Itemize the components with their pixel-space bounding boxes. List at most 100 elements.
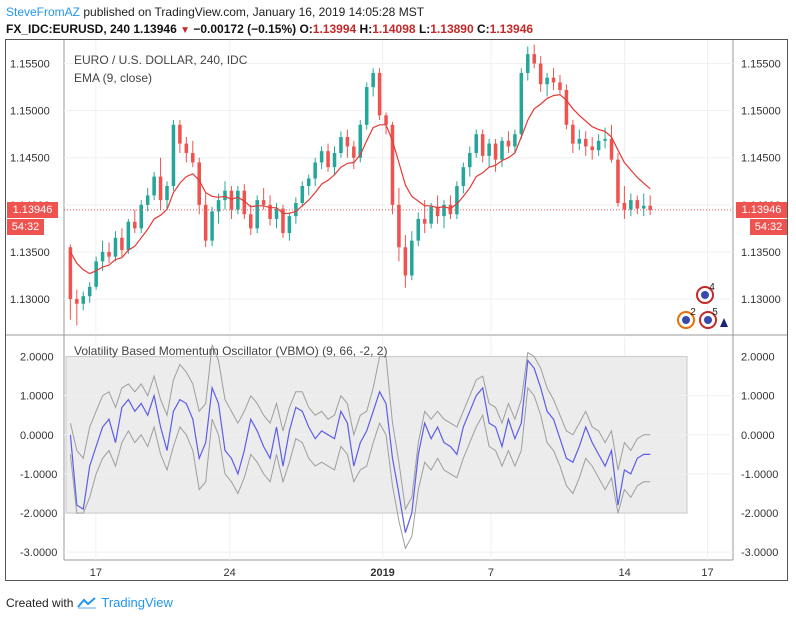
candle-body <box>519 72 524 135</box>
candle-body <box>332 153 337 168</box>
candle-body <box>577 138 582 144</box>
current-price: 1.13946 <box>133 22 177 36</box>
price-y-tick-left: 1.14500 <box>10 153 50 165</box>
vbmo-upper-band-line <box>69 344 651 511</box>
candle-body <box>422 218 427 224</box>
x-tick-label-3: 7 <box>488 567 494 579</box>
vbmo-legend[interactable]: Volatility Based Momentum Oscillator (VB… <box>74 344 388 358</box>
candle-body <box>68 247 73 300</box>
candle-body <box>352 146 356 158</box>
candle-body <box>403 247 408 276</box>
candle-body <box>616 159 620 203</box>
candle-body <box>416 218 421 241</box>
candle-body <box>300 186 305 203</box>
price-y-tick-left: 1.13500 <box>10 247 50 259</box>
candle-body <box>152 176 156 196</box>
candle-body <box>371 72 375 88</box>
candle-body <box>493 143 498 160</box>
candle-body <box>81 296 86 304</box>
event-badge-count-2: 2 <box>690 307 696 318</box>
flag-icon <box>704 316 712 324</box>
flag-icon <box>682 316 690 324</box>
ohlc-high-value: 1.14098 <box>372 22 416 36</box>
candle-body <box>158 176 163 201</box>
x-tick-label-0: 17 <box>90 567 102 579</box>
candle-body <box>223 190 227 201</box>
candle-body <box>197 162 201 205</box>
osc-y-tick-left: -3.0000 <box>20 547 57 559</box>
candle-body <box>171 124 176 186</box>
chart-frame <box>5 39 788 581</box>
candle-body <box>145 195 150 205</box>
candle-body <box>532 54 536 64</box>
candle-body <box>500 140 504 160</box>
candle-body <box>248 214 253 229</box>
price-y-tick-right: 1.13500 <box>741 247 781 259</box>
last-price-tag-right: 1.13946 <box>736 202 787 218</box>
symbol-summary: FX_IDC:EURUSD, 240 1.13946 ▼ −0.00172 (−… <box>6 22 533 36</box>
price-legend-title: EURO / U.S. DOLLAR, 240, IDC <box>74 53 248 67</box>
candle-body <box>564 89 569 125</box>
footer: Created with TradingView <box>6 595 173 610</box>
candle-body <box>442 204 446 217</box>
candle-body <box>468 153 472 168</box>
osc-y-tick-right: 2.0000 <box>741 352 775 364</box>
price-y-tick-right: 1.14500 <box>741 153 781 165</box>
osc-y-tick-right: -2.0000 <box>741 508 778 520</box>
candle-body <box>319 151 324 163</box>
candle-body <box>287 216 292 234</box>
candle-body <box>139 204 144 229</box>
candle-body <box>455 186 459 215</box>
osc-y-tick-right: 1.0000 <box>741 391 775 403</box>
candle-body <box>448 204 453 215</box>
price-y-tick-right: 1.15500 <box>741 59 781 71</box>
candle-body <box>236 190 240 210</box>
candle-body <box>358 124 363 158</box>
tradingview-brand[interactable]: TradingView <box>101 595 173 610</box>
candle-body <box>506 140 511 147</box>
candle-body <box>603 138 607 141</box>
candle-body <box>558 82 562 90</box>
x-tick-label-5: 17 <box>701 567 713 579</box>
created-with-label: Created with <box>6 595 74 610</box>
osc-y-tick-right: -3.0000 <box>741 547 778 559</box>
candle-body <box>191 153 195 163</box>
candle-body <box>429 206 433 224</box>
candle-body <box>133 221 137 229</box>
author-link[interactable]: SteveFromAZ <box>6 5 81 19</box>
price-y-tick-left: 1.15000 <box>10 106 50 118</box>
candle-body <box>525 54 530 73</box>
osc-y-tick-left: 1.0000 <box>20 391 54 403</box>
osc-y-tick-left: -2.0000 <box>20 508 57 520</box>
price-y-tick-right: 1.13000 <box>741 294 781 306</box>
candle-body <box>306 178 311 186</box>
candle-body <box>210 211 214 241</box>
candle-body <box>480 134 485 156</box>
down-arrow-icon: ▼ <box>180 25 191 36</box>
ema-legend[interactable]: EMA (9, close) <box>74 71 153 85</box>
candle-body <box>120 237 124 251</box>
candle-body <box>551 77 556 83</box>
candle-body <box>165 186 169 201</box>
price-y-tick-left: 1.13000 <box>10 294 50 306</box>
osc-y-tick-left: -1.0000 <box>20 469 57 481</box>
candle-body <box>268 204 272 219</box>
candle-body <box>545 77 549 85</box>
ohlc-close-label: C: <box>477 22 490 36</box>
candle-body <box>590 146 594 151</box>
candle-body <box>216 200 221 212</box>
candle-body <box>261 200 266 205</box>
candle-body <box>397 204 401 248</box>
ohlc-open-label: O: <box>299 22 313 36</box>
price-y-tick-left: 1.15500 <box>10 59 50 71</box>
candle-body <box>513 134 517 147</box>
candle-body <box>242 190 247 215</box>
candle-body <box>622 202 627 210</box>
x-tick-label-2: 2019 <box>370 567 394 579</box>
candle-body <box>100 251 105 262</box>
candle-body <box>229 190 234 210</box>
osc-y-tick-left: 0.0000 <box>20 430 54 442</box>
candle-body <box>184 143 189 154</box>
candle-body <box>377 72 382 116</box>
